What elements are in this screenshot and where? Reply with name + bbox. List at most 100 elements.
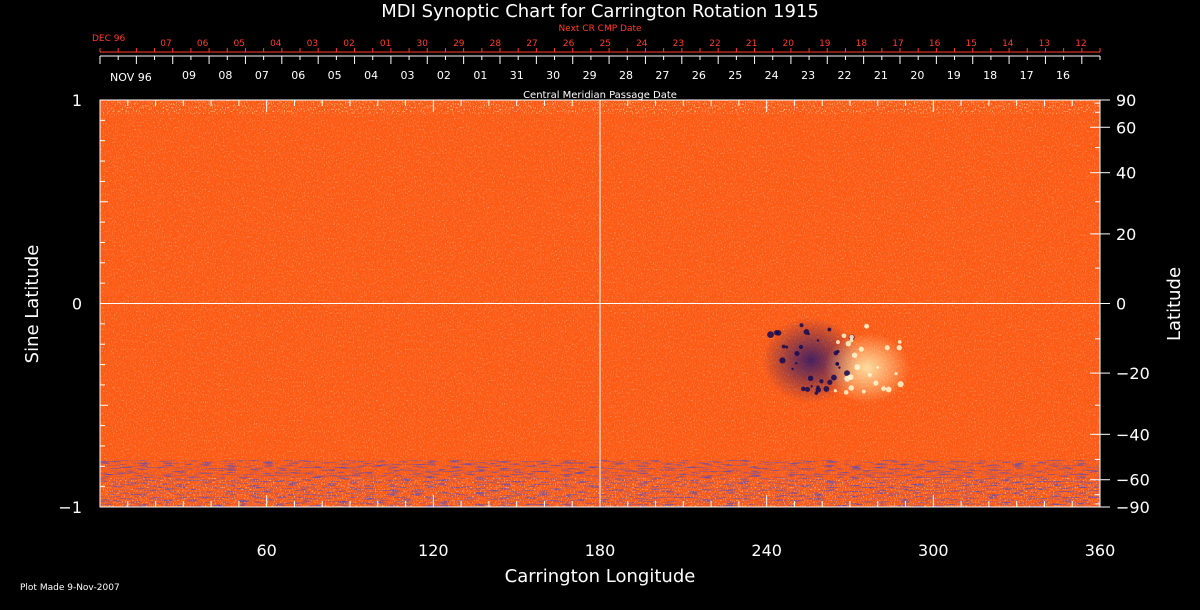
positive-flux-spot [885, 386, 892, 393]
right-y-tick-label: 90 [1116, 91, 1136, 110]
negative-flux-spot [785, 345, 789, 349]
negative-flux-spot [816, 339, 820, 342]
negative-flux-spot [823, 385, 830, 392]
top-axis-month: NOV 96 [110, 71, 152, 84]
positive-flux-spot [876, 366, 880, 369]
right-y-tick-label: −20 [1116, 364, 1150, 383]
next-cr-day-label: 04 [270, 39, 282, 49]
next-cr-day-label: 13 [1039, 39, 1050, 49]
next-cr-day-label: 06 [197, 39, 209, 49]
x-tick-label: 240 [751, 541, 782, 560]
cmp-day-label: 28 [619, 69, 633, 82]
chart-title: MDI Synoptic Chart for Carrington Rotati… [381, 1, 819, 22]
next-cr-day-label: 25 [599, 39, 610, 49]
positive-flux-spot [865, 325, 868, 328]
negative-flux-spot [836, 362, 840, 366]
next-cr-day-label: 14 [1002, 39, 1014, 49]
next-cr-day-label: 22 [709, 39, 720, 49]
cmp-day-label: 30 [546, 69, 560, 82]
x-axis-label: Carrington Longitude [505, 566, 696, 587]
cmp-day-label: 17 [1020, 69, 1034, 82]
left-y-axis-label: Sine Latitude [22, 245, 43, 364]
next-cr-day-label: 23 [673, 39, 684, 49]
positive-flux-spot [867, 372, 872, 377]
cmp-day-label: 29 [583, 69, 597, 82]
cmp-day-label: 05 [328, 69, 342, 82]
negative-flux-spot [827, 327, 832, 332]
next-cr-day-label: 24 [636, 39, 648, 49]
active-region [761, 317, 911, 404]
positive-flux-spot [841, 333, 847, 339]
cmp-day-label: 07 [255, 69, 269, 82]
next-cr-day-label: 01 [380, 39, 391, 49]
cmp-day-label: 23 [801, 69, 815, 82]
negative-flux-spot [794, 350, 800, 356]
negative-flux-spot [781, 344, 786, 349]
negative-flux-spot [807, 375, 814, 382]
positive-flux-spot [843, 390, 849, 395]
positive-flux-spot [854, 364, 861, 370]
left-y-axis-ticks: 1 0 −1 [58, 91, 112, 517]
positive-flux-spot [836, 340, 840, 345]
negative-flux-spot [815, 387, 822, 393]
cmp-day-label: 18 [983, 69, 997, 82]
next-cr-day-label: 05 [233, 39, 244, 49]
next-cr-day-label: 30 [416, 39, 428, 49]
cmp-day-label: 01 [473, 69, 487, 82]
cmp-day-label: 27 [655, 69, 669, 82]
left-y-tick-label: 1 [72, 91, 82, 110]
next-cr-day-label: 27 [526, 39, 537, 49]
negative-flux-spot [819, 379, 824, 384]
negative-flux-spot [814, 391, 819, 395]
x-tick-label: 120 [418, 541, 449, 560]
negative-flux-spot [807, 332, 810, 336]
cmp-day-label: 31 [510, 69, 524, 82]
next-cr-day-label: 03 [307, 39, 318, 49]
positive-flux-spot [858, 346, 864, 352]
next-cr-title: Next CR CMP Date [558, 24, 642, 34]
next-cr-date-ticks: 07 06 05 04 03 02 01 30 29 28 27 26 25 24 23 22 21 20 19 18… [99, 39, 1101, 52]
plot-made-footer: Plot Made 9-Nov-2007 [20, 583, 120, 593]
negative-flux-spot [844, 370, 850, 377]
positive-flux-spot [849, 338, 854, 343]
right-y-tick-label: −40 [1116, 425, 1150, 444]
positive-flux-spot [845, 340, 852, 347]
positive-flux-spot [897, 340, 902, 344]
next-cr-day-label: 28 [490, 39, 502, 49]
x-tick-label: 180 [585, 541, 616, 560]
active-region-positive [824, 333, 911, 404]
next-cr-day-label: 17 [892, 39, 903, 49]
right-y-axis-ticks: 90 60 40 20 0 −20 −40 −60 −90 [1090, 91, 1150, 517]
next-cr-month: DEC 96 [92, 34, 125, 44]
cmp-day-label: 22 [838, 69, 852, 82]
cmp-day-label: 21 [874, 69, 888, 82]
negative-flux-spot [805, 386, 811, 392]
x-axis-ticks: 60 120 180 240 300 360 [127, 100, 1115, 560]
cmp-day-label: 02 [437, 69, 451, 82]
next-cr-day-label: 07 [160, 39, 171, 49]
right-y-tick-label: 60 [1116, 118, 1136, 137]
next-cr-day-label: 21 [746, 39, 757, 49]
positive-flux-spot [851, 352, 858, 358]
positive-flux-spot [844, 375, 851, 382]
cmp-day-label: 03 [401, 69, 415, 82]
next-cr-day-label: 29 [453, 39, 465, 49]
left-y-tick-label: −1 [58, 498, 82, 517]
cmp-day-label: 26 [692, 69, 706, 82]
x-tick-label: 60 [256, 541, 276, 560]
positive-flux-spot [881, 386, 886, 392]
next-cr-day-label: 02 [343, 39, 354, 49]
positive-flux-spot [848, 385, 854, 391]
cmp-day-label: 19 [947, 69, 961, 82]
right-y-axis-label: Latitude [1164, 267, 1185, 341]
negative-flux-spot [798, 344, 804, 350]
next-cr-day-label: 12 [1075, 39, 1086, 49]
next-cr-day-label: 15 [965, 39, 976, 49]
negative-flux-spot [767, 331, 774, 338]
positive-flux-spot [861, 389, 866, 394]
positive-flux-spot [897, 381, 904, 388]
cmp-day-label: 04 [364, 69, 378, 82]
cmp-day-label: 20 [910, 69, 924, 82]
cmp-day-label: 08 [218, 69, 232, 82]
